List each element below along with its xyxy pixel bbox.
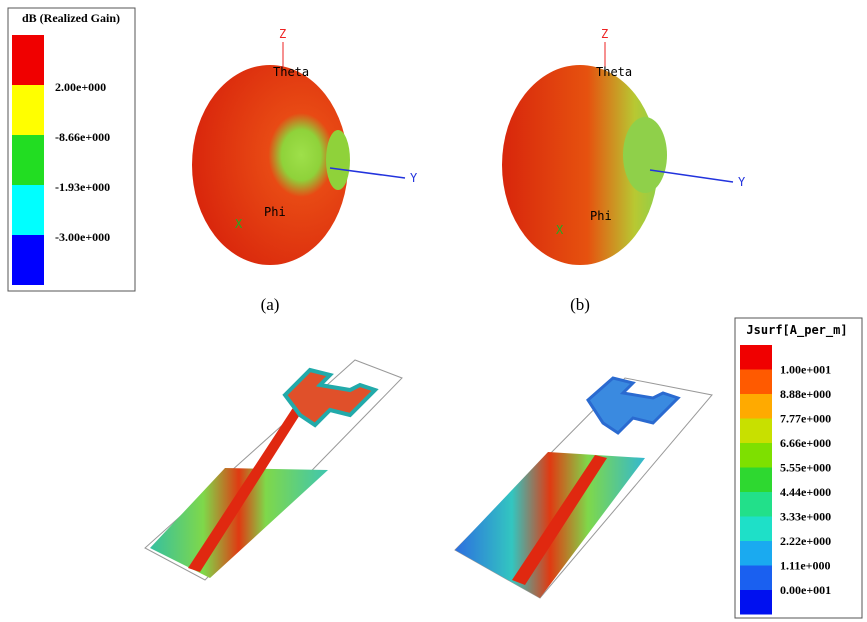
legend-label: 8.88e+000 <box>780 387 831 401</box>
legend-label: -8.66e+000 <box>55 130 110 144</box>
legend-label: 1.00e+001 <box>780 363 831 377</box>
legend-swatches <box>740 345 772 615</box>
legend-label: 5.55e+000 <box>780 461 831 475</box>
swatch <box>740 370 772 395</box>
legend-label: 2.00e+000 <box>55 80 106 94</box>
legend-title: dB (Realized Gain) <box>22 11 120 25</box>
axis-label: Phi <box>590 209 612 223</box>
axis-label: Z <box>601 27 608 41</box>
swatch <box>740 566 772 591</box>
legend-label: -1.93e+000 <box>55 180 110 194</box>
swatch <box>740 419 772 444</box>
swatch <box>740 443 772 468</box>
axis-label: Theta <box>596 65 632 79</box>
axis-label: X <box>556 223 564 237</box>
axis-label: Y <box>410 171 418 185</box>
legend-label: 1.11e+000 <box>780 559 831 573</box>
swatch <box>740 541 772 566</box>
axis-label: Theta <box>273 65 309 79</box>
pattern <box>192 65 348 265</box>
swatch <box>740 517 772 542</box>
caption: (a) <box>261 295 280 314</box>
figure: dB (Realized Gain) 2.00e+000 -8.66e+000 … <box>0 0 867 622</box>
swatch <box>740 468 772 493</box>
swatch <box>12 235 44 285</box>
swatch <box>12 85 44 135</box>
legend-label: 4.44e+000 <box>780 485 831 499</box>
legend-label: 2.22e+000 <box>780 534 831 548</box>
legend-label: 7.77e+000 <box>780 412 831 426</box>
axis-label: Z <box>279 27 286 41</box>
swatch <box>740 590 772 615</box>
swatch <box>12 185 44 235</box>
axis-label: X <box>235 217 243 231</box>
swatch <box>12 35 44 85</box>
legend-label: 6.66e+000 <box>780 436 831 450</box>
axis-label: Y <box>738 175 746 189</box>
pattern-lobe <box>623 117 667 193</box>
axis-label: Phi <box>264 205 286 219</box>
legend-title: Jsurf[A_per_m] <box>746 323 847 338</box>
swatch <box>740 492 772 517</box>
legend-label: -3.00e+000 <box>55 230 110 244</box>
swatch <box>740 345 772 370</box>
swatch <box>740 394 772 419</box>
pattern-dip <box>326 130 350 190</box>
caption: (b) <box>570 295 590 314</box>
legend-label: 0.00e+001 <box>780 583 831 597</box>
swatch <box>12 135 44 185</box>
legend-label: 3.33e+000 <box>780 510 831 524</box>
